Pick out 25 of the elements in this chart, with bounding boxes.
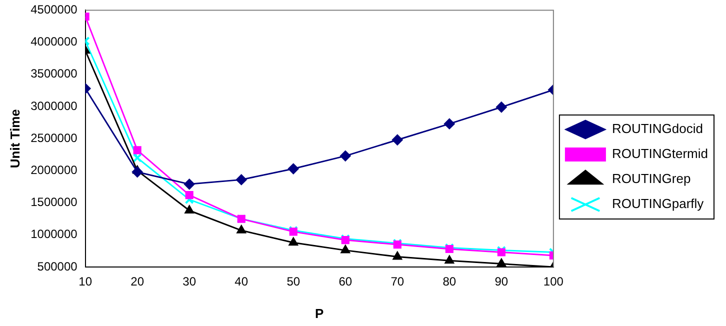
legend-label: ROUTINGparfly <box>612 196 704 212</box>
legend-label: ROUTINGtermid <box>612 146 708 162</box>
y-tick-label: 3000000 <box>30 98 78 113</box>
y-tick-label: 3500000 <box>30 66 78 81</box>
x-tick-label: 100 <box>543 274 564 289</box>
y-tick-label: 1500000 <box>30 195 78 210</box>
y-tick-label: 2000000 <box>30 163 78 178</box>
legend-label: ROUTINGdocid <box>612 121 703 136</box>
legend-label: ROUTINGrep <box>612 171 691 186</box>
x-tick-label: 30 <box>182 274 196 289</box>
x-tick-label: 50 <box>286 274 300 289</box>
x-tick-label: 10 <box>78 274 92 289</box>
x-tick-label: 20 <box>130 274 144 289</box>
x-tick-label: 40 <box>234 274 248 289</box>
y-tick-label: 2500000 <box>30 130 78 145</box>
y-axis-title: Unit Time <box>7 109 22 168</box>
y-tick-label: 4000000 <box>30 34 78 49</box>
y-tick-label: 1000000 <box>30 227 78 242</box>
x-tick-label: 70 <box>390 274 404 289</box>
y-tick-label: 500000 <box>37 259 78 274</box>
x-tick-label: 60 <box>338 274 352 289</box>
x-tick-label: 90 <box>494 274 508 289</box>
y-tick-label: 4500000 <box>30 2 78 17</box>
x-tick-label: 80 <box>442 274 456 289</box>
x-axis-title: P <box>315 306 324 321</box>
